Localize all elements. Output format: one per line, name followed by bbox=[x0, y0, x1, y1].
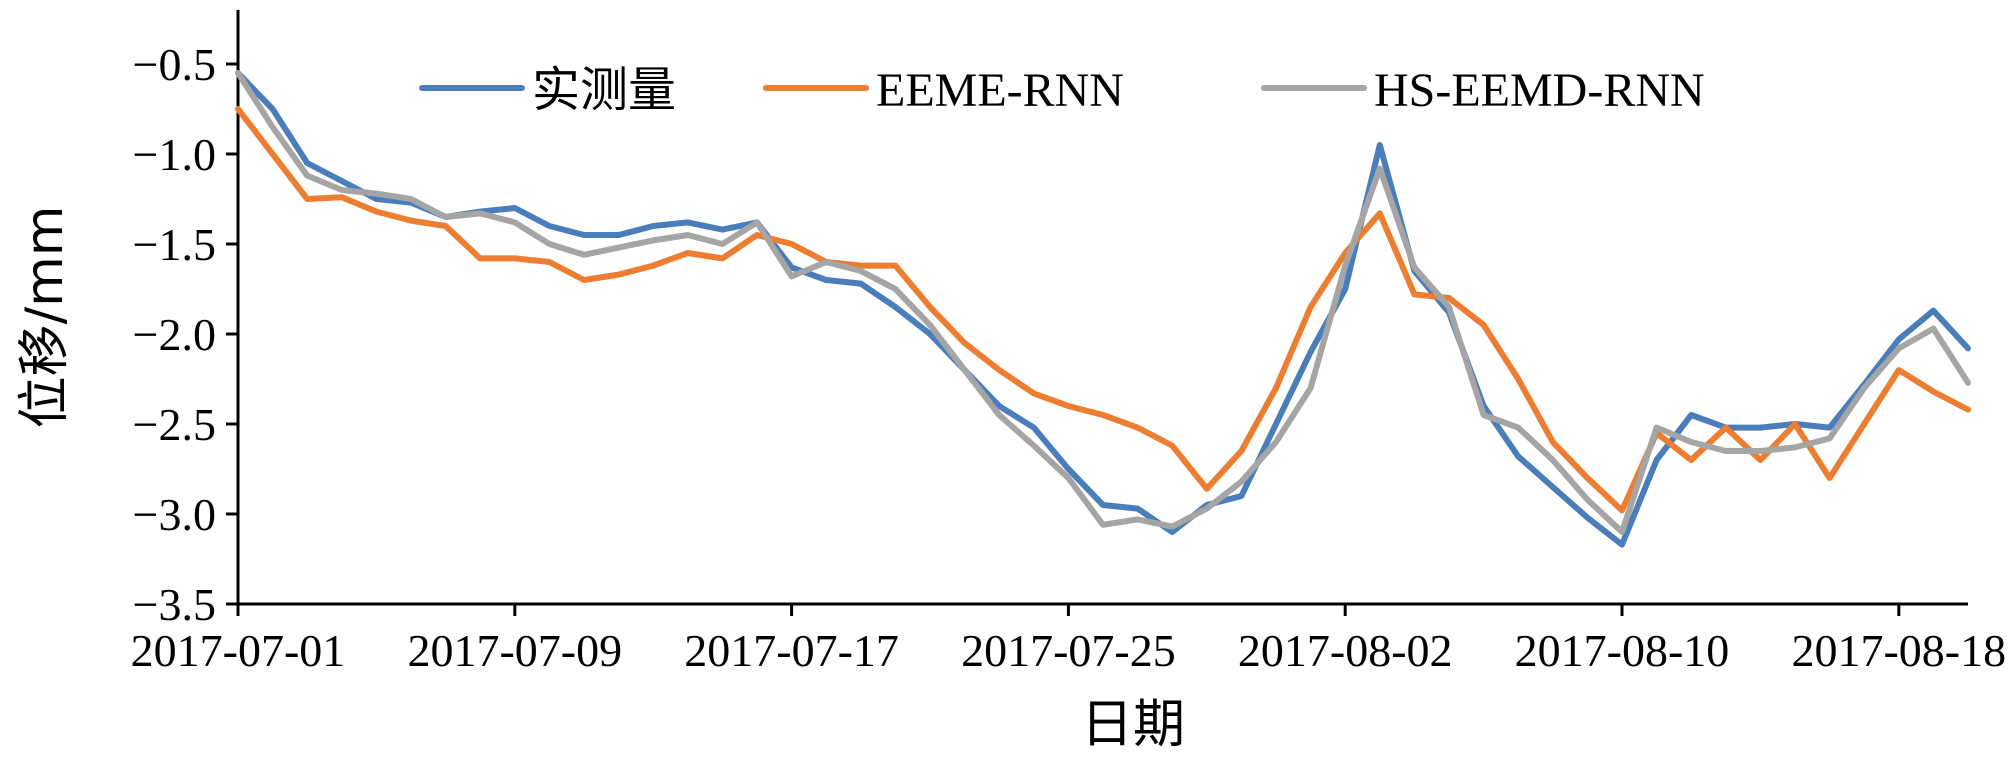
y-tick-label: −1.0 bbox=[133, 129, 216, 180]
y-tick-label: −0.5 bbox=[133, 39, 216, 90]
x-tick-label: 2017-08-02 bbox=[1238, 625, 1453, 676]
x-ticks: 2017-07-01 2017-07-09 2017-07-17 2017-07-25… bbox=[131, 604, 2006, 676]
x-tick-label: 2017-08-18 bbox=[1791, 625, 2006, 676]
y-axis-title: 位移/mm bbox=[15, 206, 75, 429]
y-tick-label: −3.5 bbox=[133, 579, 216, 630]
x-axis-title: 日期 bbox=[1081, 695, 1185, 755]
x-tick-label: 2017-07-25 bbox=[961, 625, 1176, 676]
legend-label: 实测量 bbox=[532, 62, 676, 118]
x-tick-label: 2017-07-09 bbox=[407, 625, 622, 676]
y-tick-label: −1.5 bbox=[133, 219, 216, 270]
legend-label: HS-EEMD-RNN bbox=[1374, 64, 1705, 117]
legend-label: EEME-RNN bbox=[876, 64, 1124, 117]
x-tick-label: 2017-07-01 bbox=[131, 625, 346, 676]
series-line-1 bbox=[235, 70, 1971, 548]
y-tick-label: −3.0 bbox=[133, 489, 216, 540]
x-tick-label: 2017-07-17 bbox=[684, 625, 899, 676]
series-line-3 bbox=[235, 70, 1971, 535]
y-tick-label: −2.5 bbox=[133, 399, 216, 450]
series-layer bbox=[235, 70, 1971, 548]
y-tick-label: −2.0 bbox=[133, 309, 216, 360]
legend: 实测量 EEME-RNN HS-EEMD-RNN bbox=[419, 62, 1705, 118]
series-line-2 bbox=[235, 106, 1971, 514]
x-tick-label: 2017-08-10 bbox=[1515, 625, 1730, 676]
y-ticks: −0.5 −1.0 −1.5 −2.0 −2.5 −3.0 −3.5 bbox=[133, 39, 238, 630]
